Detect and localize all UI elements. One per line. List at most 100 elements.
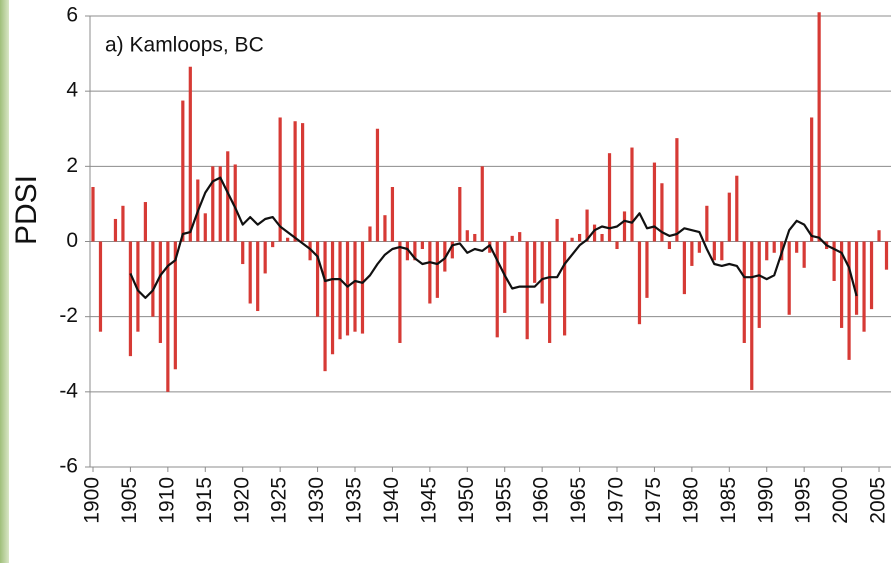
bar [383,215,387,242]
bar [166,241,170,392]
bar [525,241,529,340]
bar [533,241,537,283]
bar [465,230,469,242]
bar [577,233,582,242]
bar [278,117,282,242]
bar [480,166,484,242]
bar [158,241,162,343]
bar [645,241,649,298]
bar [877,230,881,242]
bar [802,241,806,268]
bar [884,241,889,270]
bar [787,241,791,315]
bar [637,241,642,325]
x-tick-label: 1930 [305,477,328,524]
bar [675,138,679,242]
bar [143,202,147,242]
bar [353,241,357,332]
bar [345,241,350,336]
bar [248,241,252,304]
side-strip [0,0,9,563]
bar [435,241,439,298]
y-tick-label: -4 [59,379,78,402]
bar [839,241,844,328]
x-tick-label: 2000 [829,477,852,524]
bar [181,100,185,242]
y-tick-label: 2 [66,154,78,177]
x-tick-label: 1980 [679,477,702,524]
bar [458,187,462,242]
bar [293,121,297,242]
bar [98,241,103,332]
smoothed-line [129,176,858,299]
x-tick-label: 1935 [343,477,366,524]
bar [420,241,424,250]
bar [233,164,237,242]
bar [705,205,709,242]
bar [630,147,634,242]
x-tick-label: 1920 [230,477,253,524]
y-tick-label: -2 [59,304,78,327]
bar [854,241,859,315]
bar [330,241,335,355]
y-tick-label: 6 [66,4,78,27]
y-tick-label: -6 [59,455,78,478]
x-tick-label: 1910 [155,477,178,524]
x-tick-label: 1950 [455,477,478,524]
bar [667,241,672,250]
x-tick-label: 1925 [268,477,291,524]
bar [315,241,320,317]
bar [413,241,417,261]
bar [720,241,724,261]
x-tick-label: 1940 [380,477,403,524]
x-tick-label: 1975 [642,477,665,524]
bar [211,166,215,242]
bar [600,233,604,242]
bar [368,226,372,242]
bar [622,211,627,242]
x-tick-label: 1905 [118,477,141,524]
bar [795,241,799,253]
bar [226,151,230,242]
bar [113,218,118,242]
bar [308,241,312,261]
x-tick-label: 1990 [754,477,777,524]
bar [301,123,305,242]
bar [862,241,866,332]
bar [91,187,95,242]
bar [360,241,365,334]
bar [585,209,589,242]
y-tick-label: 4 [66,79,78,102]
bar [607,153,612,242]
bar [375,128,380,242]
bar [495,241,499,338]
bar [338,241,342,340]
bar [682,241,686,295]
bar [540,241,544,304]
bar [188,66,192,242]
bar [450,241,454,259]
bar [121,205,125,242]
bar [832,241,836,281]
bar [256,241,260,312]
bar [765,241,769,261]
bar [473,233,477,242]
bar [660,183,664,242]
bar [173,241,177,370]
bar [757,241,761,328]
bar [563,241,567,336]
x-tick-label: 1970 [605,477,628,524]
bar [398,241,402,343]
bar [271,241,275,248]
x-tick-label: 1915 [193,477,216,524]
bar [136,241,140,332]
bar [548,241,552,343]
bar [690,241,694,266]
bar [742,241,746,343]
bar [735,175,739,242]
bar [570,237,574,242]
bar [772,241,776,253]
bar [592,224,597,242]
bar [727,192,731,242]
